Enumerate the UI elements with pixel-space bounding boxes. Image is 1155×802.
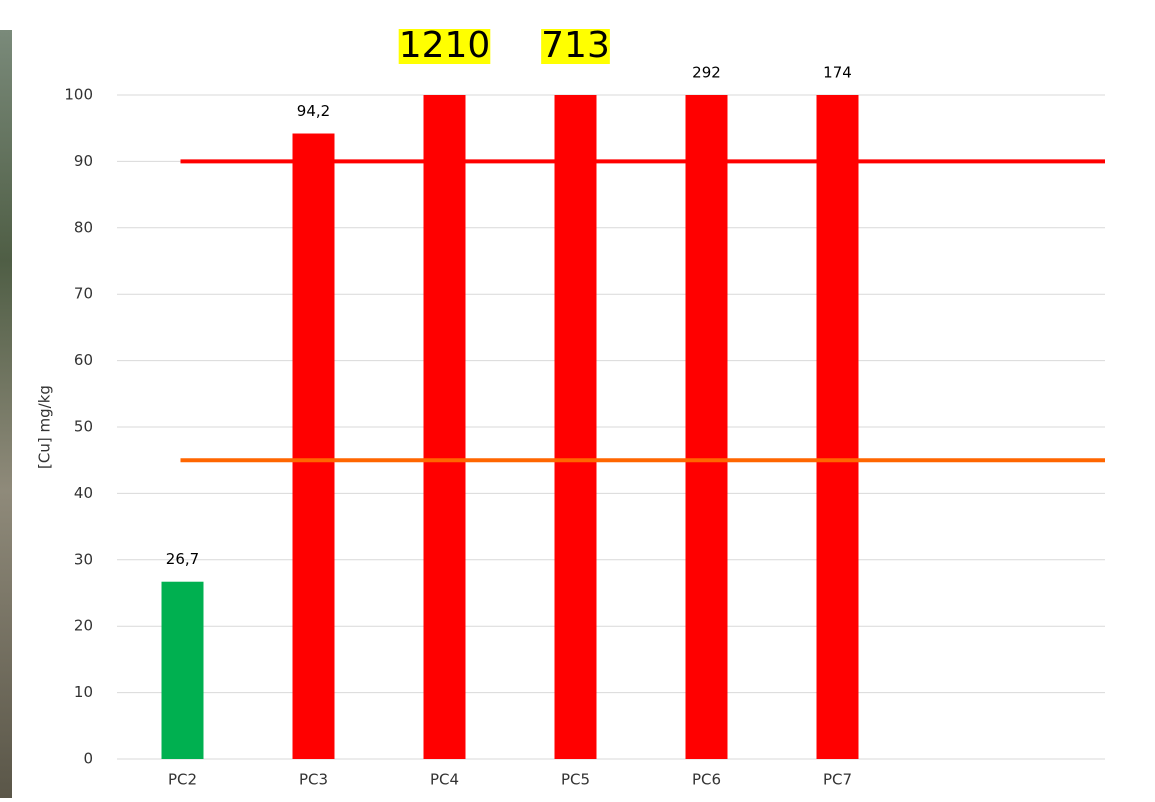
bar [423, 95, 466, 759]
y-tick-label: 100 [64, 86, 93, 104]
value-label: 292 [692, 64, 721, 82]
bar [292, 133, 335, 760]
x-tick-label: PC2 [168, 771, 197, 789]
y-tick-label: 80 [74, 218, 93, 236]
y-tick-label: 20 [74, 617, 93, 635]
y-tick-label: 90 [74, 152, 93, 170]
bar [161, 581, 204, 759]
x-tick-label: PC6 [692, 771, 721, 789]
bar [816, 95, 859, 759]
x-tick-label: PC4 [430, 771, 459, 789]
bar [685, 95, 728, 759]
y-tick-label: 60 [74, 351, 93, 369]
value-label: 94,2 [297, 102, 330, 120]
bar [554, 95, 597, 759]
x-tick-label: PC3 [299, 771, 328, 789]
y-tick-label: 70 [74, 285, 93, 303]
y-tick-label: 30 [74, 550, 93, 568]
value-label: 174 [823, 64, 852, 82]
photo-edge [0, 30, 12, 798]
label-highlight [398, 29, 491, 64]
value-label: 713 [541, 25, 610, 66]
y-tick-label: 10 [74, 683, 93, 701]
x-tick-label: PC7 [823, 771, 852, 789]
y-tick-label: 0 [83, 750, 93, 768]
y-tick-label: 40 [74, 484, 93, 502]
label-highlight [541, 29, 610, 64]
y-axis-label: [Cu] mg/kg [36, 385, 54, 469]
value-label: 26,7 [166, 550, 199, 568]
y-tick-label: 50 [74, 418, 93, 436]
value-label: 1210 [399, 25, 491, 66]
x-tick-label: PC5 [561, 771, 590, 789]
